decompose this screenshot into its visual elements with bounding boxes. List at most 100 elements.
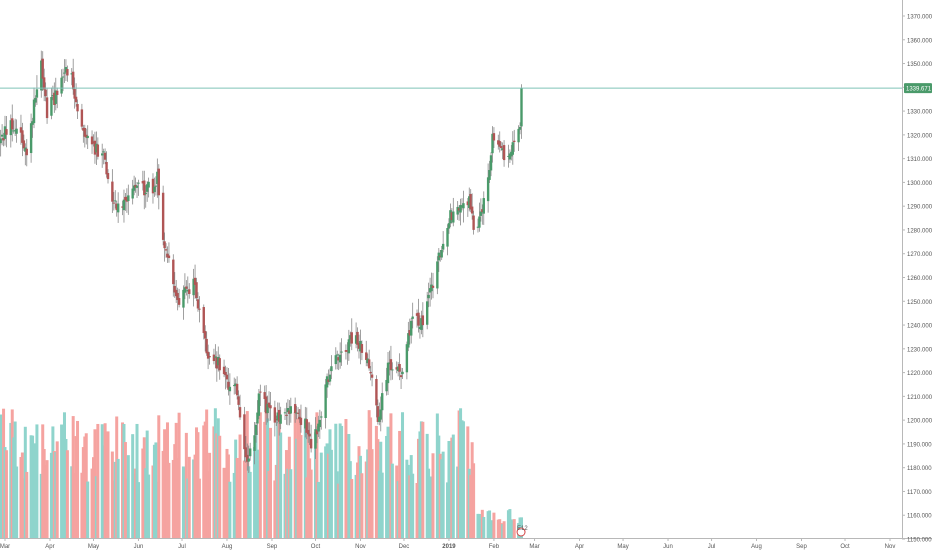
candle-body bbox=[116, 203, 120, 213]
candle-body bbox=[246, 454, 249, 462]
candle-body bbox=[459, 204, 462, 213]
candle bbox=[430, 272, 433, 300]
volume-bar bbox=[299, 435, 303, 538]
candle bbox=[154, 176, 158, 196]
candle bbox=[153, 177, 156, 197]
candle-body bbox=[74, 96, 78, 103]
candle-body bbox=[212, 354, 216, 362]
candle bbox=[365, 340, 368, 367]
time-tick-label: Oct bbox=[311, 544, 321, 550]
candle bbox=[208, 352, 211, 365]
candle-body bbox=[399, 375, 403, 378]
candle bbox=[418, 315, 422, 339]
volume-bar bbox=[55, 441, 59, 538]
volume-bar bbox=[106, 431, 110, 538]
price-tick-label: 1160.000 bbox=[907, 514, 932, 520]
candle bbox=[511, 131, 514, 165]
candle bbox=[95, 131, 98, 165]
candle-body bbox=[410, 320, 413, 336]
candle bbox=[285, 402, 288, 425]
volume-bar bbox=[238, 434, 242, 538]
volume-bar bbox=[461, 421, 465, 538]
candle bbox=[304, 406, 307, 438]
candle bbox=[64, 59, 68, 81]
candle-body bbox=[51, 95, 55, 97]
time-axis-ticks: Mar Apr May Jun Jul Aug Sep Oct Nov Dec 2019 Feb Mar… bbox=[0, 538, 895, 550]
candle-body bbox=[411, 316, 414, 319]
candle bbox=[264, 385, 268, 425]
candle bbox=[53, 82, 56, 113]
candle bbox=[60, 69, 63, 97]
price-tick-label: 1260.000 bbox=[907, 276, 932, 282]
candle bbox=[492, 127, 496, 148]
candle-body bbox=[285, 414, 288, 416]
candle bbox=[256, 400, 259, 436]
candle-body bbox=[508, 153, 512, 160]
candle-body bbox=[172, 259, 175, 285]
candle bbox=[35, 75, 39, 106]
candle bbox=[375, 375, 378, 418]
candle bbox=[497, 134, 500, 150]
earnings-marker[interactable]: E12 bbox=[516, 526, 528, 537]
candle-body bbox=[492, 133, 496, 141]
candle-body bbox=[318, 419, 322, 428]
candle bbox=[70, 68, 73, 86]
candle bbox=[56, 87, 59, 109]
candle bbox=[234, 378, 237, 394]
candle-body bbox=[42, 77, 46, 90]
candle-body bbox=[186, 289, 189, 292]
volume-bar bbox=[167, 462, 171, 538]
candle bbox=[42, 68, 46, 102]
candle-body bbox=[192, 278, 195, 296]
candle-body bbox=[376, 406, 380, 422]
candle bbox=[369, 366, 372, 381]
candle-body bbox=[430, 284, 433, 292]
candle bbox=[330, 355, 333, 380]
candle bbox=[457, 205, 461, 221]
candle bbox=[439, 250, 442, 262]
candle bbox=[476, 218, 480, 233]
candle-body bbox=[308, 433, 311, 437]
candle bbox=[156, 158, 159, 198]
candle bbox=[431, 272, 435, 299]
candle-body bbox=[288, 410, 291, 414]
candle-body bbox=[359, 340, 362, 352]
volume-bar bbox=[319, 452, 323, 538]
candle bbox=[185, 280, 188, 296]
candle bbox=[121, 200, 124, 216]
candle bbox=[296, 407, 300, 419]
candle-body bbox=[347, 339, 351, 354]
candle bbox=[354, 322, 358, 349]
candle-body bbox=[9, 120, 12, 136]
candle-body bbox=[381, 393, 384, 411]
candle-body bbox=[235, 383, 239, 396]
candle-body bbox=[244, 447, 248, 458]
candle bbox=[176, 287, 179, 311]
candle-body bbox=[237, 396, 240, 405]
earnings-marker-icon[interactable] bbox=[516, 527, 526, 537]
candle bbox=[411, 302, 414, 329]
candle-body bbox=[90, 136, 94, 145]
candle-body bbox=[63, 72, 66, 74]
candle bbox=[395, 361, 398, 374]
candle-body bbox=[61, 76, 65, 78]
volume-bar bbox=[390, 463, 394, 538]
candle bbox=[334, 347, 337, 370]
candle bbox=[147, 177, 150, 198]
candle-body bbox=[501, 148, 504, 151]
candle bbox=[405, 341, 409, 380]
candle bbox=[328, 368, 332, 386]
candle-body bbox=[247, 458, 250, 462]
candle bbox=[276, 402, 279, 424]
candle-body bbox=[224, 371, 227, 376]
candle bbox=[44, 82, 47, 102]
candle-body bbox=[476, 226, 480, 228]
candle-body bbox=[469, 194, 472, 210]
candle bbox=[308, 422, 311, 446]
candle-body bbox=[19, 127, 23, 133]
candle bbox=[80, 103, 84, 130]
candle-body bbox=[283, 412, 287, 414]
candle-body bbox=[208, 356, 211, 358]
